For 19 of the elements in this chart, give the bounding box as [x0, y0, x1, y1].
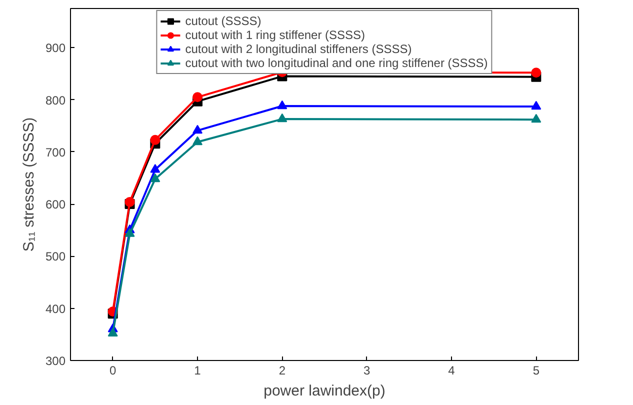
x-tick-label: 5 [532, 364, 540, 378]
legend-label: cutout with two longitudinal and one ring stiffener (SSSS) [185, 56, 488, 70]
y-tick-label: 500 [45, 250, 66, 264]
x-tick-label: 0 [109, 364, 116, 378]
legend-label: cutout (SSSS) [185, 14, 262, 28]
x-tick-label: 3 [363, 364, 370, 378]
x-tick-label: 1 [194, 364, 202, 378]
y-tick-label: 300 [45, 354, 66, 368]
legend-label: cutout with 1 ring stiffener (SSSS) [185, 28, 366, 42]
x-axis-title: power lawindex(p) [264, 382, 386, 400]
x-tick-label: 4 [448, 364, 456, 378]
y-tick-label: 400 [45, 302, 66, 316]
y-tick-label: 700 [45, 145, 66, 160]
legend-label: cutout with 2 longitudinal stiffeners (SSSS) [185, 42, 412, 56]
y-tick-label: 900 [45, 41, 66, 56]
y-tick-label: 600 [45, 198, 66, 212]
y-axis-title: S₁₁ stresses (SSSS) [20, 117, 38, 252]
x-tick-label: 2 [278, 364, 286, 378]
y-tick-label: 800 [45, 93, 66, 108]
